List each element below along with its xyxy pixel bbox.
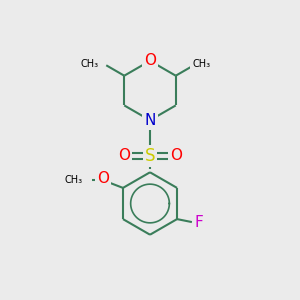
Text: O: O	[144, 53, 156, 68]
Text: O: O	[170, 148, 182, 164]
Text: CH₃: CH₃	[65, 176, 83, 185]
Text: F: F	[195, 214, 204, 230]
Text: CH₃: CH₃	[192, 59, 210, 69]
Text: O: O	[97, 172, 109, 187]
Text: N: N	[144, 113, 156, 128]
Text: S: S	[145, 147, 155, 165]
Text: O: O	[118, 148, 130, 164]
Text: CH₃: CH₃	[81, 59, 99, 69]
